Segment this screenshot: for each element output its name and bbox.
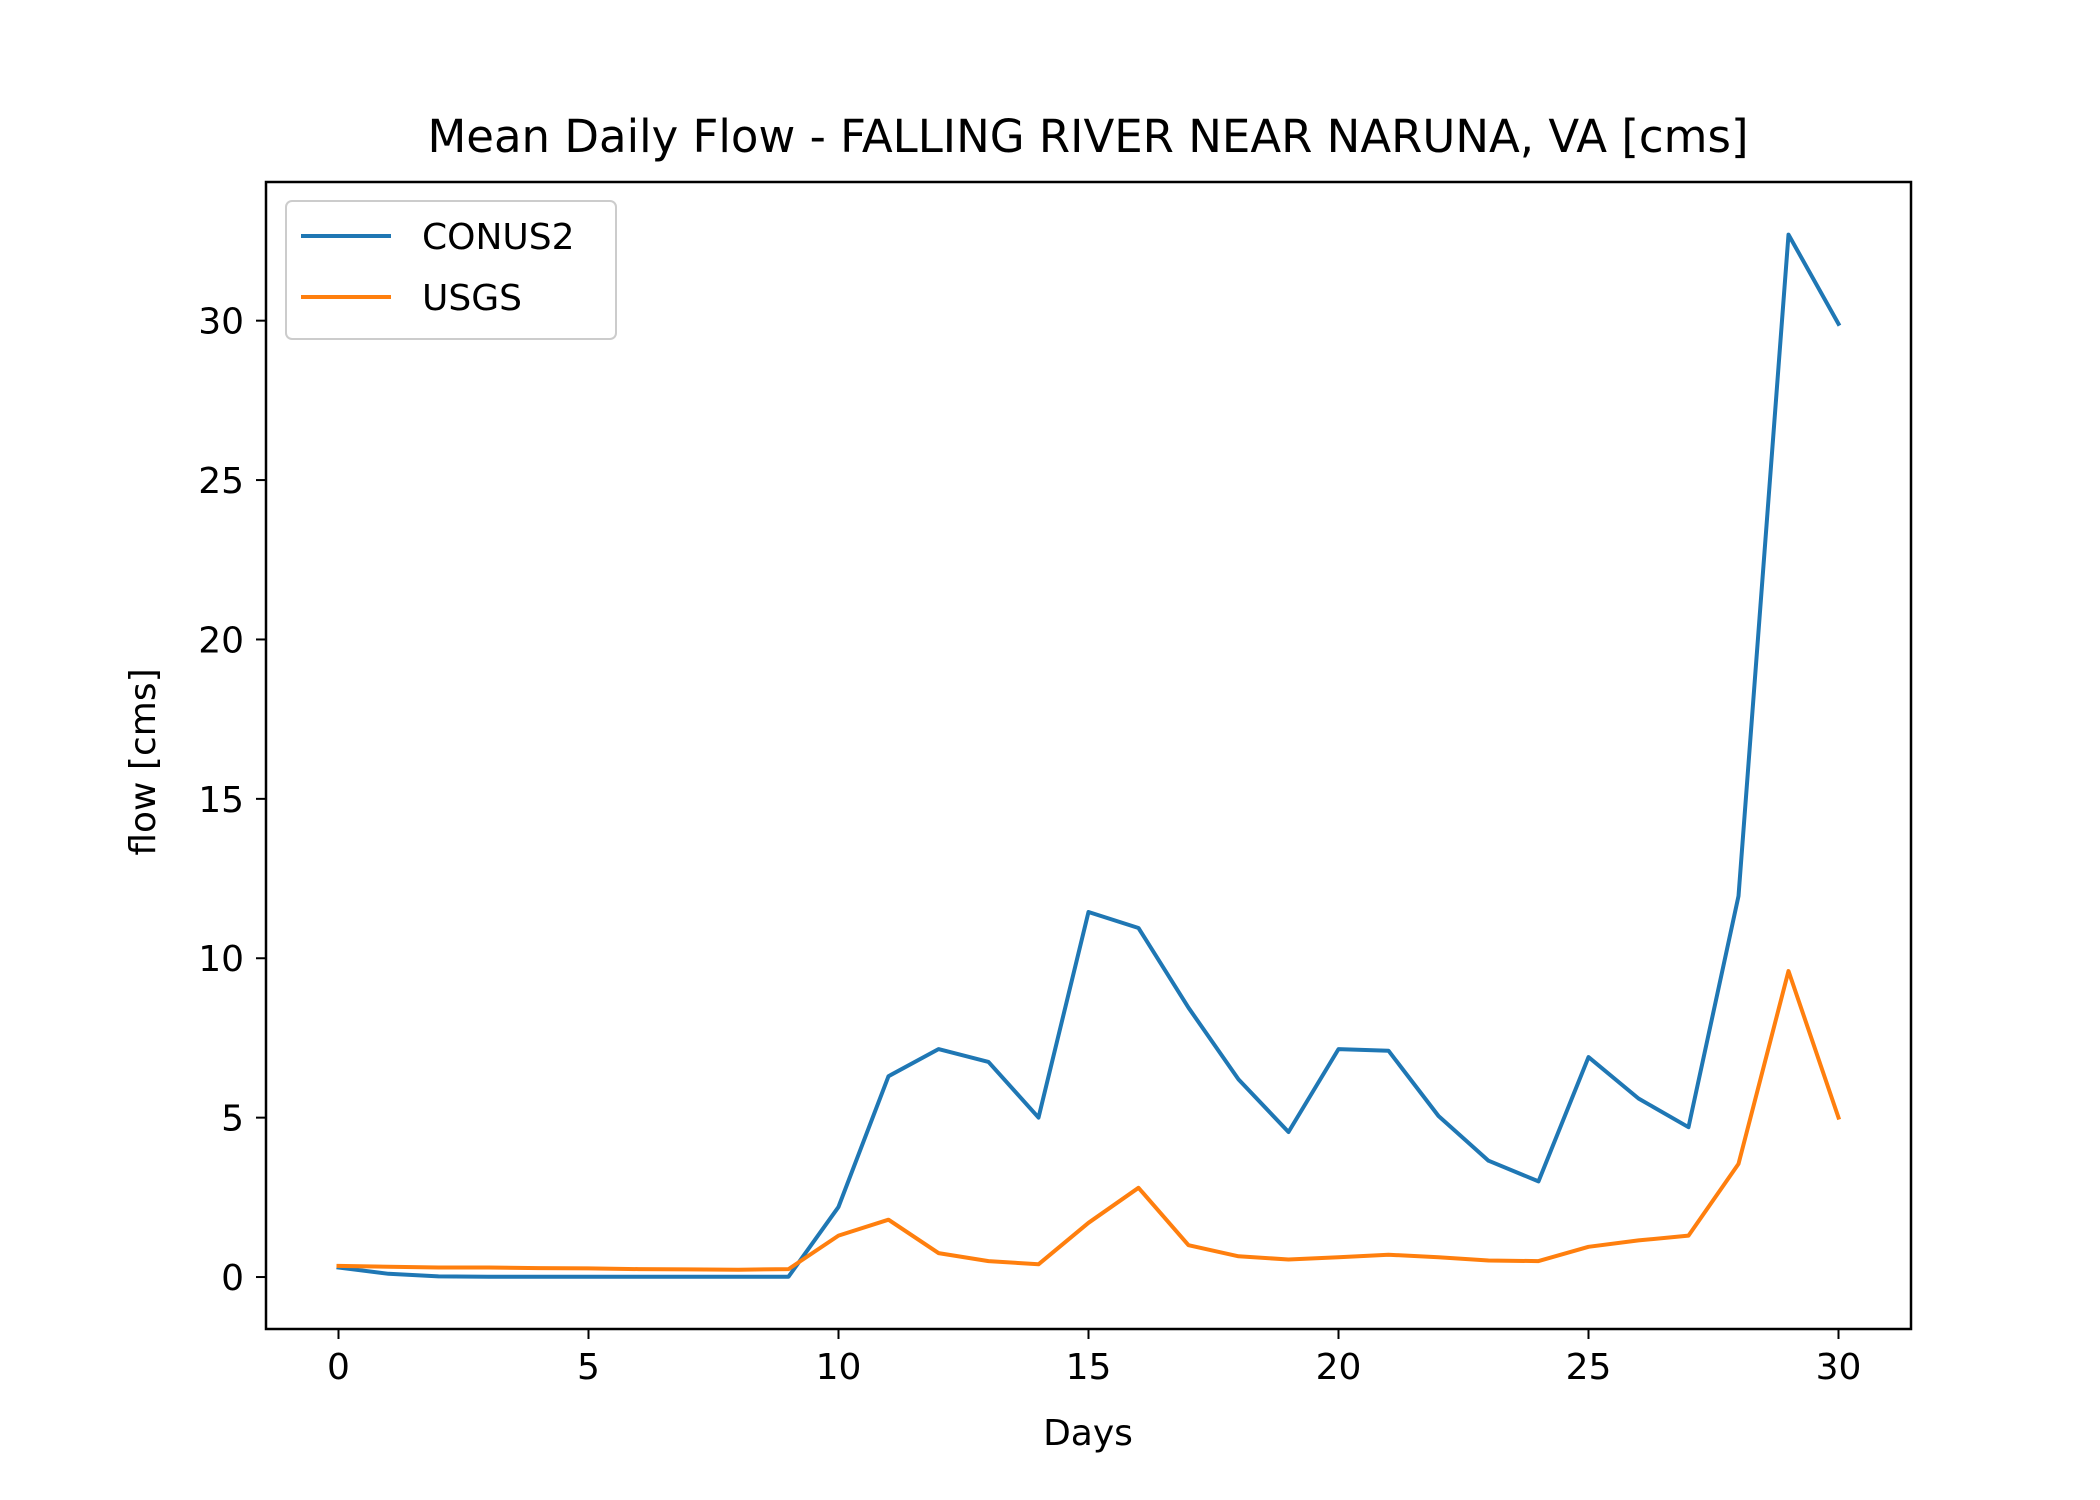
axis-ticks: 0 5 10 15 20 25 30 0 5 10 15 20 25 30 [198, 302, 1861, 1388]
plot-frame [264, 180, 1913, 1331]
plot-series [336, 232, 1842, 1279]
legend: CONUS2 USGS [285, 200, 617, 340]
x-tick-label: 10 [816, 1347, 862, 1388]
x-tick-label: 30 [1816, 1347, 1862, 1388]
series-line-conus2 [336, 232, 1842, 1279]
y-tick-label: 25 [198, 461, 244, 502]
x-tick-label: 0 [327, 1347, 350, 1388]
x-tick-label: 25 [1566, 1347, 1612, 1388]
y-axis-label: flow [cms] [123, 668, 164, 855]
y-tick-label: 0 [221, 1258, 244, 1299]
series-line-usgs [336, 969, 1842, 1272]
chart-title: Mean Daily Flow - FALLING RIVER NEAR NAR… [427, 110, 1748, 163]
y-tick-label: 30 [198, 302, 244, 343]
x-axis-label: Days [1043, 1413, 1133, 1454]
legend-label-conus2: CONUS2 [422, 217, 575, 258]
y-tick-label: 20 [198, 620, 244, 661]
legend-label-usgs: USGS [422, 278, 522, 319]
x-tick-label: 15 [1066, 1347, 1112, 1388]
y-tick-label: 15 [198, 780, 244, 821]
x-tick-label: 5 [577, 1347, 600, 1388]
y-tick-label: 5 [221, 1099, 244, 1140]
x-tick-label: 20 [1316, 1347, 1362, 1388]
y-tick-label: 10 [198, 939, 244, 980]
